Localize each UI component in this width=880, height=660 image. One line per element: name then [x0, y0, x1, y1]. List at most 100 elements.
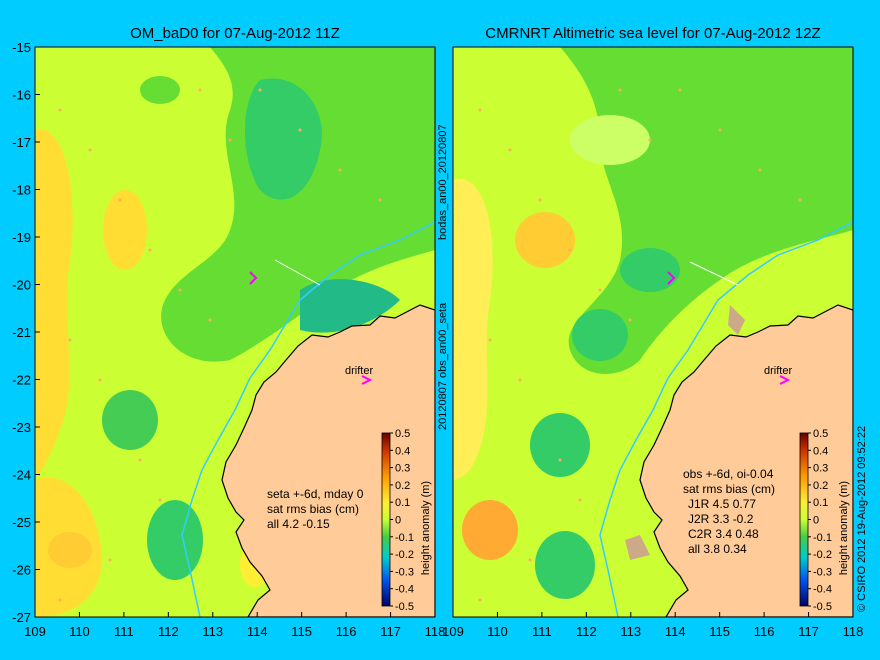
right-high-anomaly-center	[515, 212, 575, 268]
left-y-tick-label: -17	[12, 135, 31, 150]
left-side-label-top: bodas_an00_20120807	[437, 124, 449, 240]
right-section-line	[689, 261, 739, 286]
left-y-tick-label: -21	[12, 325, 31, 340]
left-y-tick-label: -27	[12, 610, 31, 625]
left-stats-line-1: seta +-6d, mday 0	[267, 487, 364, 501]
right-low-eddy-west	[530, 413, 590, 477]
left-x-tick-label: 115	[291, 624, 312, 639]
left-y-tick-label: -15	[12, 40, 31, 55]
left-y-tick-label: -25	[12, 515, 31, 530]
left-drifter-track-icon	[249, 271, 258, 285]
left-x-tick-label: 110	[69, 624, 90, 639]
left-x-tick-label: 118	[425, 624, 446, 639]
left-colorbar	[381, 432, 391, 607]
right-stats-line-6: all 3.8 0.34	[688, 542, 747, 556]
right-low-eddy-south	[535, 531, 595, 599]
right-x-tick-label: 112	[576, 624, 597, 639]
left-low-eddy-west	[102, 390, 158, 450]
left-stats-line-3: all 4.2 -0.15	[267, 517, 330, 531]
right-x-tick-label: 117	[798, 624, 819, 639]
right-low-eddy-northeast	[750, 50, 830, 90]
left-colorbar-tick-label: 0.5	[395, 428, 410, 440]
right-colorbar-tick-label: 0.2	[813, 480, 828, 492]
left-colorbar-tick-label: -0.1	[395, 532, 414, 544]
right-side-label: © CSIRO 2012 19-Aug-2012 09:52:22	[856, 426, 868, 612]
left-current-line	[181, 221, 435, 617]
left-section-line	[274, 259, 321, 286]
right-colorbar-tick-label: 0.4	[813, 445, 828, 457]
right-colorbar-tick-label: 0	[813, 515, 819, 527]
left-y-axis: -15 -16 -17 -18 -19 -20 -21 -22 -23 -24 -25 -26 -27	[12, 40, 40, 625]
right-colorbar-tick-label: -0.2	[813, 549, 832, 561]
right-colorbar-tick-label: 0.1	[813, 497, 828, 509]
right-colorbar-tick-label: -0.4	[813, 584, 832, 596]
left-low-core-north	[245, 78, 322, 200]
left-x-tick-label: 113	[202, 624, 223, 639]
left-low-anomaly-north	[161, 47, 435, 362]
left-chart-title: OM_baD0 for 07-Aug-2012 11Z	[130, 25, 340, 42]
right-stats-line-1: obs +-6d, oi-0.04	[683, 467, 774, 481]
right-x-tick-label: 118	[843, 624, 864, 639]
right-x-tick-label: 111	[532, 624, 552, 639]
left-panel: OM_baD0 for 07-Aug-2012 11Z	[12, 25, 449, 639]
right-stats-line-2: sat rms bias (cm)	[683, 482, 775, 496]
right-drifter-icon	[779, 375, 791, 385]
right-land-shading	[728, 305, 745, 335]
left-low-eddy-northwest	[140, 76, 180, 104]
left-low-eddy-south	[147, 500, 203, 580]
right-chart-title: CMRNRT Altimetric sea level for 07-Aug-2…	[485, 25, 820, 42]
right-high-core-southwest	[462, 500, 518, 560]
left-high-core	[48, 532, 92, 568]
right-colorbar-label: height anomaly (m)	[838, 481, 850, 575]
left-colorbar-tick-label: 0.3	[395, 463, 410, 475]
right-map: drifter obs +-6d, oi-0.04 sat rms bias (…	[453, 47, 853, 617]
right-colorbar	[799, 432, 809, 607]
right-stats-line-3: J1R 4.5 0.77	[688, 497, 756, 511]
right-x-tick-label: 109	[442, 624, 464, 639]
right-low-eddy-center	[572, 309, 628, 361]
left-colorbar-tick-label: -0.5	[395, 601, 414, 613]
left-y-tick-label: -26	[12, 563, 31, 578]
left-y-tick-label: -24	[12, 468, 31, 483]
right-x-tick-label: 110	[487, 624, 508, 639]
right-drifter-label: drifter	[764, 365, 792, 377]
left-colorbar-tick-label: 0.2	[395, 480, 410, 492]
right-colorbar-tick-label: -0.3	[813, 566, 832, 578]
right-obs-points	[478, 88, 802, 602]
left-x-tick-label: 117	[380, 624, 401, 639]
left-y-tick-label: -18	[12, 183, 31, 198]
right-plot-frame	[452, 46, 854, 618]
right-x-axis: 109 110 111 112 113 114 115 116 117 118	[442, 612, 863, 639]
left-colorbar-ticks: 0.5 0.4 0.3 0.2 0.1 0 -0.1 -0.2 -0.3 -0.4 -0.5	[390, 428, 414, 613]
right-colorbar-tick-label: -0.5	[813, 601, 832, 613]
left-colorbar-tick-label: -0.2	[395, 549, 414, 561]
right-neutral-patch	[570, 115, 650, 165]
right-stats-line-4: J2R 3.3 -0.2	[688, 512, 754, 526]
right-colorbar-ticks: 0.5 0.4 0.3 0.2 0.1 0 -0.1 -0.2 -0.3 -0.4 -0.5	[808, 428, 832, 613]
left-x-tick-label: 116	[336, 624, 357, 639]
left-map: drifter seta +-6d, mday 0 sat rms bias (…	[35, 47, 435, 617]
left-colorbar-tick-label: -0.4	[395, 584, 414, 596]
right-land-shading-south	[625, 535, 650, 560]
left-y-tick-label: -23	[12, 420, 31, 435]
right-high-anomaly-west	[453, 178, 493, 481]
left-high-anomaly-center	[103, 190, 147, 270]
left-obs-points	[58, 88, 382, 602]
left-y-tick-label: -20	[12, 278, 31, 293]
left-y-tick-label: -16	[12, 88, 31, 103]
left-x-tick-label: 114	[247, 624, 268, 639]
left-colorbar-tick-label: 0.4	[395, 445, 410, 457]
left-shelf-anomaly	[300, 279, 400, 333]
right-colorbar-tick-label: 0.5	[813, 428, 828, 440]
right-x-tick-label: 113	[620, 624, 641, 639]
right-colorbar-tick-label: 0.3	[813, 463, 828, 475]
right-x-tick-label: 115	[709, 624, 730, 639]
left-x-tick-label: 109	[24, 624, 46, 639]
right-x-tick-label: 114	[665, 624, 686, 639]
left-high-anomaly-west	[35, 128, 73, 481]
left-colorbar-label: height anomaly (m)	[420, 481, 432, 575]
left-colorbar-tick-label: 0	[395, 515, 401, 527]
left-side-label-bottom: 20120807 obs_an00_seta	[437, 302, 449, 430]
left-x-axis: 109 110 111 112 113 114 115 116 117 118	[24, 612, 445, 639]
